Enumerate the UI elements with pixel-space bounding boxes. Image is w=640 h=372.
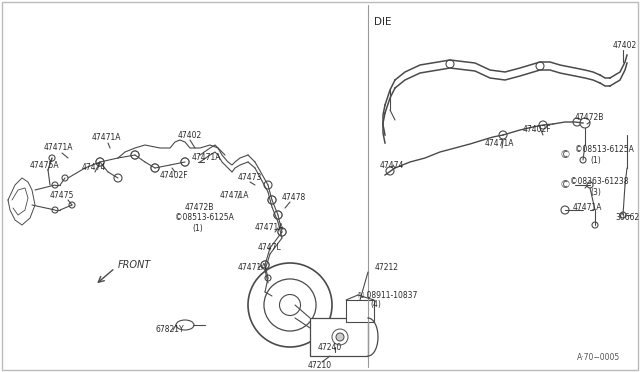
Circle shape <box>131 151 139 159</box>
Text: (1): (1) <box>590 155 601 164</box>
Text: 4747L: 4747L <box>258 244 282 253</box>
Text: ©: © <box>559 150 570 160</box>
Text: 47474: 47474 <box>380 160 404 170</box>
Text: ©08363-61238: ©08363-61238 <box>570 177 628 186</box>
Text: 47210: 47210 <box>308 360 332 369</box>
Circle shape <box>539 121 547 129</box>
Text: 47471A: 47471A <box>92 134 122 142</box>
Text: 47402F: 47402F <box>523 125 552 135</box>
Text: DIE: DIE <box>374 17 392 27</box>
Circle shape <box>181 158 189 166</box>
Text: 47475: 47475 <box>50 190 74 199</box>
Text: 47471A: 47471A <box>238 263 268 273</box>
Circle shape <box>446 60 454 68</box>
Text: 47472B: 47472B <box>185 203 214 212</box>
Circle shape <box>573 118 581 126</box>
Circle shape <box>499 131 507 139</box>
Text: 47474: 47474 <box>82 164 106 173</box>
Circle shape <box>96 158 104 166</box>
Circle shape <box>261 261 269 269</box>
Text: (3): (3) <box>590 187 601 196</box>
Text: 47471A: 47471A <box>573 202 602 212</box>
Text: 47473: 47473 <box>238 173 262 183</box>
Text: ©: © <box>559 180 570 190</box>
Text: 47471A: 47471A <box>44 144 74 153</box>
Text: 47471A: 47471A <box>192 154 221 163</box>
Text: 47471A: 47471A <box>485 138 515 148</box>
Text: 47472B: 47472B <box>575 113 604 122</box>
Circle shape <box>386 167 394 175</box>
Text: 67821Y: 67821Y <box>155 326 184 334</box>
Text: 47471A: 47471A <box>220 190 250 199</box>
Circle shape <box>536 62 544 70</box>
Text: 47402: 47402 <box>178 131 202 140</box>
Text: 47478: 47478 <box>282 193 307 202</box>
Circle shape <box>278 228 286 236</box>
Circle shape <box>274 211 282 219</box>
Text: A·70−0005: A·70−0005 <box>577 353 620 362</box>
Bar <box>346 300 374 322</box>
Text: 47471A: 47471A <box>255 224 285 232</box>
Text: ©08513-6125A: ©08513-6125A <box>175 214 234 222</box>
Text: 47402: 47402 <box>613 41 637 49</box>
Text: ©08513-6125A: ©08513-6125A <box>575 145 634 154</box>
Text: 30662E: 30662E <box>615 214 640 222</box>
Text: FRONT: FRONT <box>118 260 151 270</box>
Text: 47212: 47212 <box>375 263 399 273</box>
Ellipse shape <box>176 320 194 330</box>
Circle shape <box>561 206 569 214</box>
Text: 47402F: 47402F <box>160 170 189 180</box>
Text: ℕ 08911-10837: ℕ 08911-10837 <box>358 291 417 299</box>
Circle shape <box>151 164 159 172</box>
Circle shape <box>580 118 590 128</box>
Text: (4): (4) <box>370 301 381 310</box>
Text: 47240: 47240 <box>318 343 342 353</box>
Circle shape <box>336 333 344 341</box>
Text: 47475A: 47475A <box>30 160 60 170</box>
Bar <box>310 318 368 356</box>
Text: (1): (1) <box>192 224 203 232</box>
Circle shape <box>268 196 276 204</box>
